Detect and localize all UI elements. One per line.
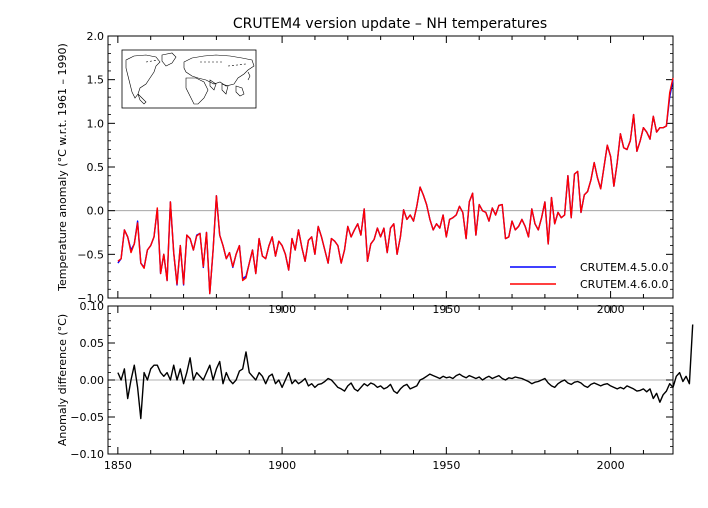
top-y-axis-label: Temperature anomaly (°C w.r.t. 1961 – 19…	[56, 43, 69, 292]
bottom-y-tick-label: −0.10	[70, 448, 104, 461]
legend-label-crutem-4-6: CRUTEM.4.6.0.0	[580, 278, 669, 291]
legend-label-crutem-4-5: CRUTEM.4.5.0.0	[580, 261, 669, 274]
series-crutem-4-6-0-0	[117, 77, 674, 295]
top-series-group	[117, 77, 674, 295]
top-y-tick-label: −0.5	[77, 248, 104, 261]
bottom-x-tick-label: 2000	[597, 459, 625, 472]
bottom-y-tick-label: −0.05	[70, 411, 104, 424]
top-y-tick-label: 1.5	[87, 74, 105, 87]
legend: CRUTEM.4.5.0.0 CRUTEM.4.6.0.0	[510, 261, 669, 291]
top-y-axis: −1.0 −0.5 0.0 0.5 1.0 1.5 2.0	[77, 30, 673, 305]
bottom-x-tick-label: 1850	[104, 459, 132, 472]
bottom-y-axis-label: Anomaly difference (°C)	[56, 314, 69, 446]
bottom-x-tick-label: 1900	[268, 459, 296, 472]
top-y-tick-label: 2.0	[87, 30, 105, 43]
bottom-x-axis: 1850 1900 1950 2000	[104, 306, 644, 472]
top-y-tick-label: 1.0	[87, 117, 105, 130]
chart-title: CRUTEM4 version update – NH temperatures	[233, 16, 547, 32]
top-y-tick-label: 0.5	[87, 161, 105, 174]
bottom-y-tick-label: 0.00	[80, 374, 105, 387]
nh-map-inset	[121, 49, 257, 109]
bottom-series-group	[117, 324, 694, 420]
bottom-y-tick-label: 0.10	[80, 300, 105, 313]
bottom-y-tick-label: 0.05	[80, 337, 105, 350]
bottom-y-axis: −0.10 −0.05 0.00 0.05 0.10	[70, 300, 673, 461]
bottom-x-tick-label: 1950	[432, 459, 460, 472]
top-y-tick-label: 0.0	[87, 205, 105, 218]
bottom-difference-series	[117, 324, 694, 420]
top-y-tick-label: −1.0	[77, 292, 104, 305]
